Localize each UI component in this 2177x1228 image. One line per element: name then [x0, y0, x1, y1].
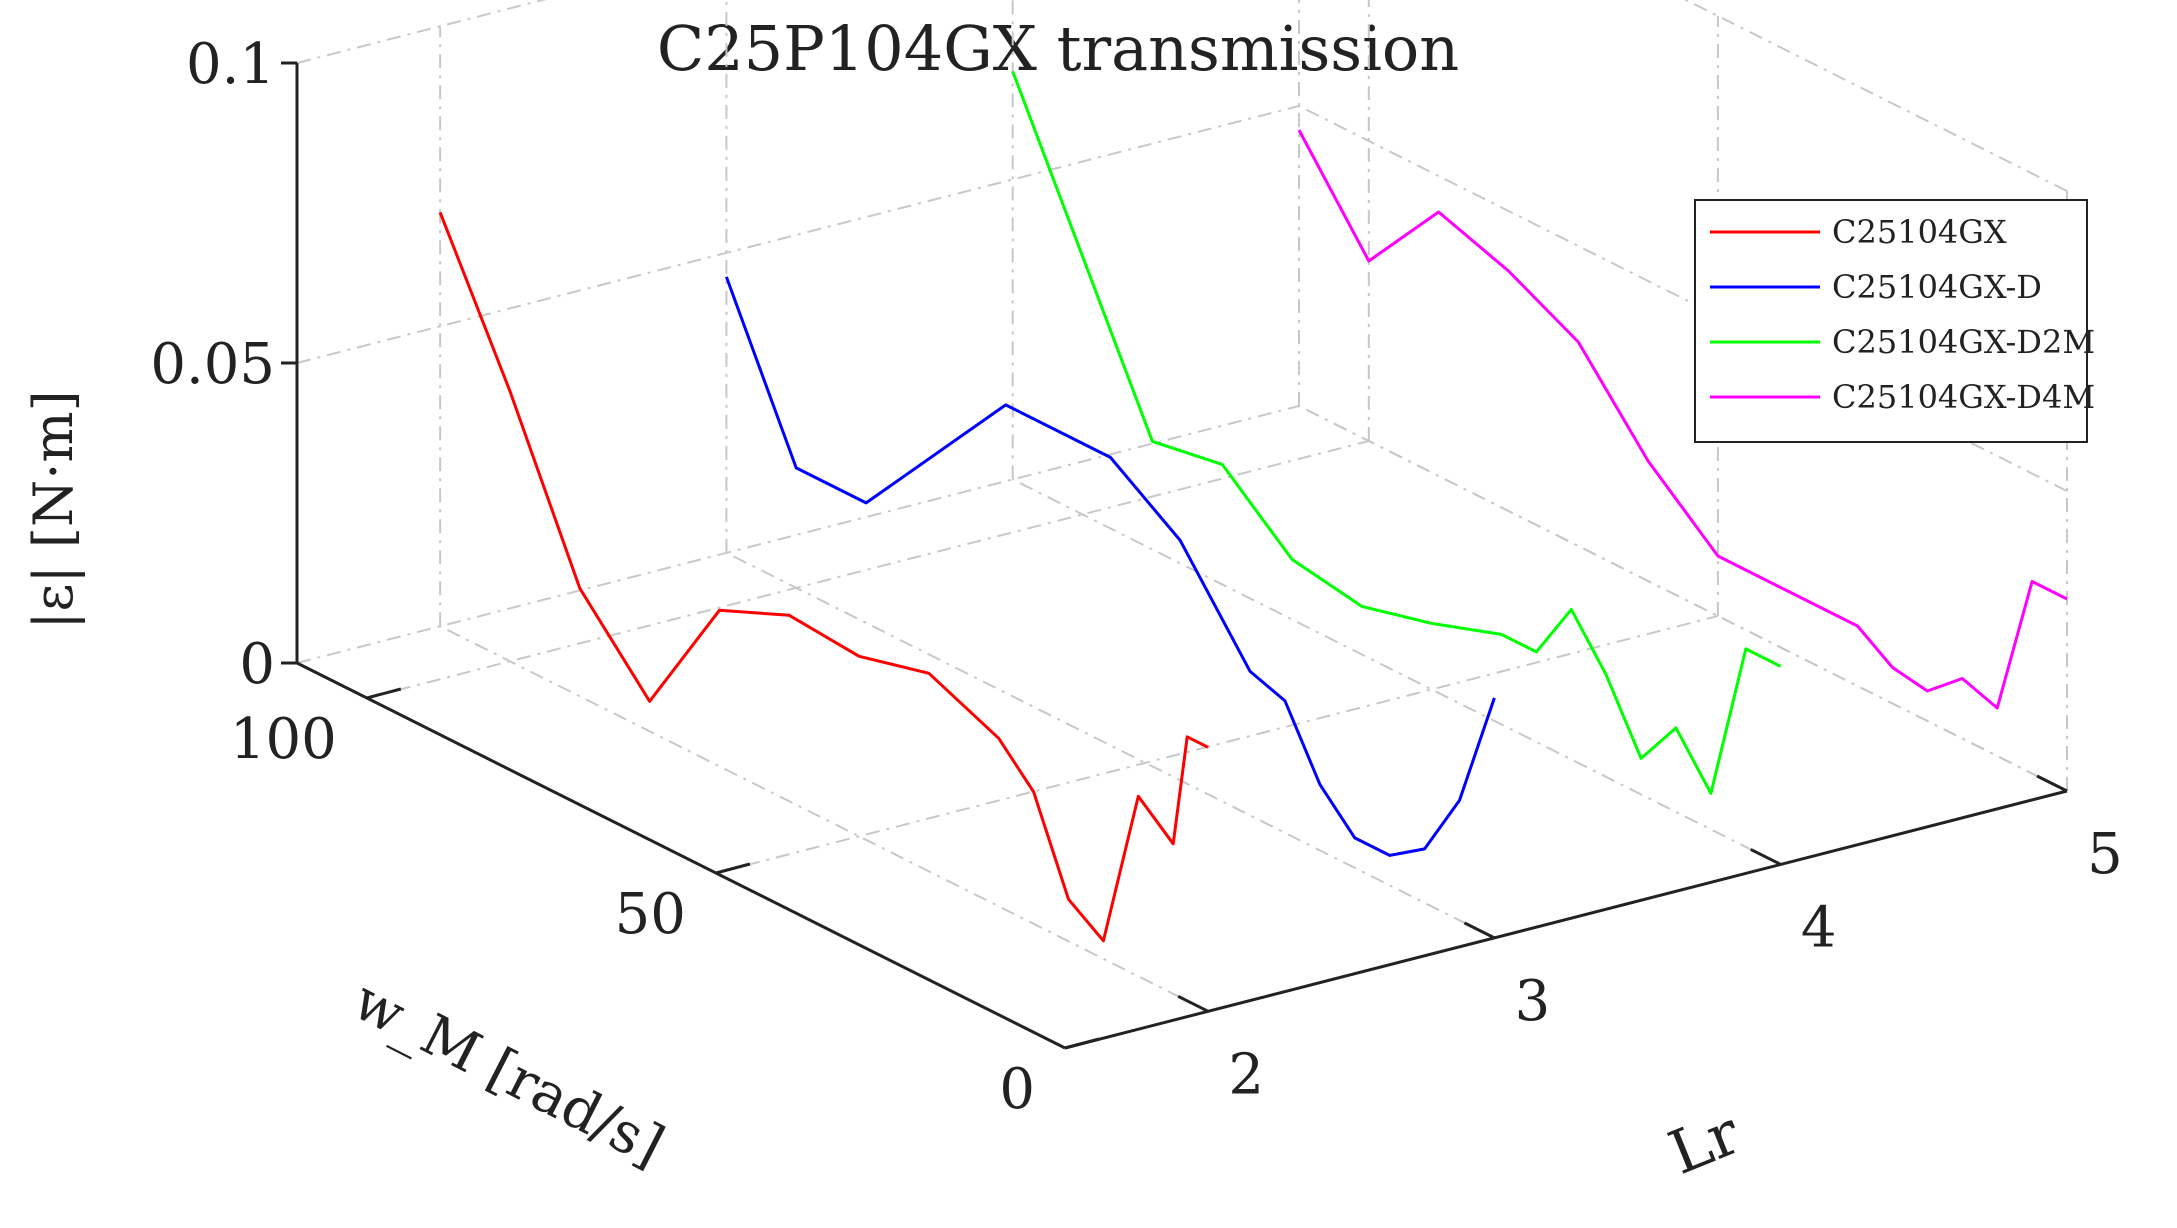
series-line-3: [1011, 70, 1782, 795]
legend-label-1: C25104GX: [1832, 213, 2007, 251]
y-axis-line: [296, 661, 1066, 1050]
series-layer: [438, 70, 2068, 943]
x-tick-label: 4: [1801, 895, 1837, 960]
y-tick-mark: [715, 862, 751, 875]
grid-line-floor-x: [725, 551, 1495, 939]
grid-line-floor-x: [439, 625, 1209, 1013]
x-tick-mark: [1463, 921, 1496, 940]
x-tick-label: 3: [1515, 969, 1551, 1034]
y-tick-label: 50: [615, 882, 686, 947]
legend-box: [1694, 199, 2088, 443]
grid-line-side-z: [1298, 105, 2068, 492]
y-tick-label: 0: [999, 1057, 1035, 1122]
x-tick-label: 2: [1228, 1042, 1264, 1107]
grid-line-side-z: [1298, 405, 2068, 792]
y-tick-mark: [1064, 1037, 1100, 1050]
grid-line-back-z: [296, 405, 1300, 664]
grid-line-floor-x: [1012, 478, 1782, 866]
legend-label-3: C25104GX-D2M: [1832, 323, 2095, 361]
grid-line-floor-w: [366, 440, 1370, 699]
legend-items: C25104GX C25104GX-D C25104GX-D2M C25104GX-D…: [1710, 213, 2095, 416]
legend-label-4: C25104GX-D4M: [1832, 378, 2095, 416]
grid-line-floor-w: [715, 615, 1719, 874]
x-axis-line: [1064, 789, 2068, 1050]
x-tick-mark: [2036, 774, 2068, 793]
x-tick-label: 5: [2087, 822, 2123, 887]
chart-title: C25P104GX transmission: [657, 12, 1459, 85]
z-tick-label: 0.05: [150, 332, 275, 397]
z-tick-label: 0.1: [186, 32, 275, 97]
x-tick-mark: [1177, 994, 1209, 1013]
x-tick-mark: [1750, 848, 1782, 866]
z-tick-label: 0: [239, 632, 275, 697]
legend: C25104GX C25104GX-D C25104GX-D2M C25104GX-D…: [1694, 199, 2095, 443]
grid-line-back-z: [296, 105, 1300, 364]
y-tick-mark: [366, 687, 402, 700]
series-line-4: [1297, 129, 2068, 710]
series-line-2: [724, 276, 1496, 857]
y-tick-label: 100: [230, 707, 337, 772]
z-axis-label: |ε| [N·m]: [22, 390, 85, 629]
series-line-1: [438, 211, 1209, 943]
legend-label-2: C25104GX-D: [1832, 268, 2042, 306]
